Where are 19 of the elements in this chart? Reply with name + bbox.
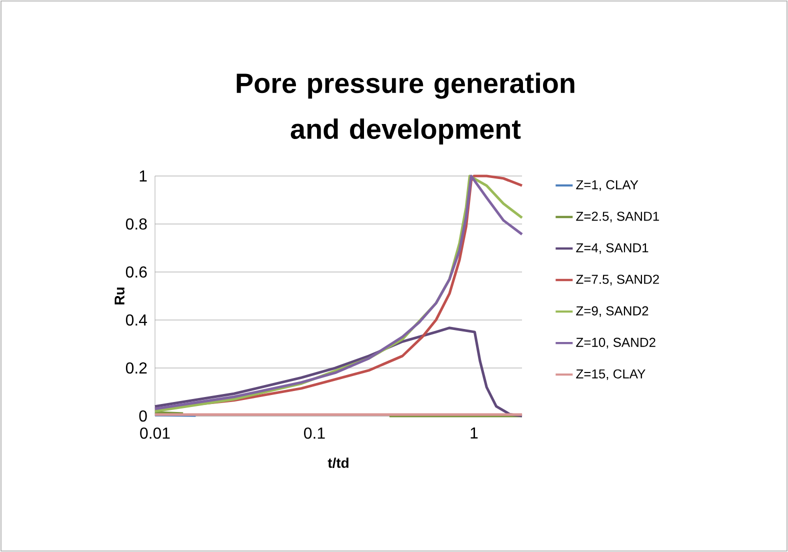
y-tick-label: 0.6 [126, 266, 147, 278]
x-axis-title: t/td [328, 458, 348, 468]
chart-title: Pore pressure generation and development [236, 72, 574, 144]
legend-label: Z=15, CLAY [576, 369, 646, 380]
legend-label: Z=7.5, SAND2 [576, 274, 659, 286]
y-axis-title: Ru [114, 288, 124, 304]
legend-label: Z=2.5, SAND1 [576, 212, 659, 222]
legend-label: Z=10, SAND2 [576, 338, 656, 348]
legend-label: Z=1, CLAY [576, 180, 638, 191]
y-tick-label: 1 [140, 170, 147, 182]
x-tick-label: 0.01 [140, 428, 170, 439]
y-tick-label: 0.4 [126, 314, 148, 326]
y-tick-label: 0 [139, 410, 147, 422]
legend-label: Z=9, SAND2 [576, 306, 648, 317]
x-tick-label: 0.1 [304, 428, 325, 439]
legend-label: Z=4, SAND1 [576, 243, 648, 254]
y-tick-label: 0.8 [126, 218, 147, 230]
x-tick-label: 1 [470, 428, 478, 438]
y-tick-label: 0.2 [126, 362, 147, 374]
